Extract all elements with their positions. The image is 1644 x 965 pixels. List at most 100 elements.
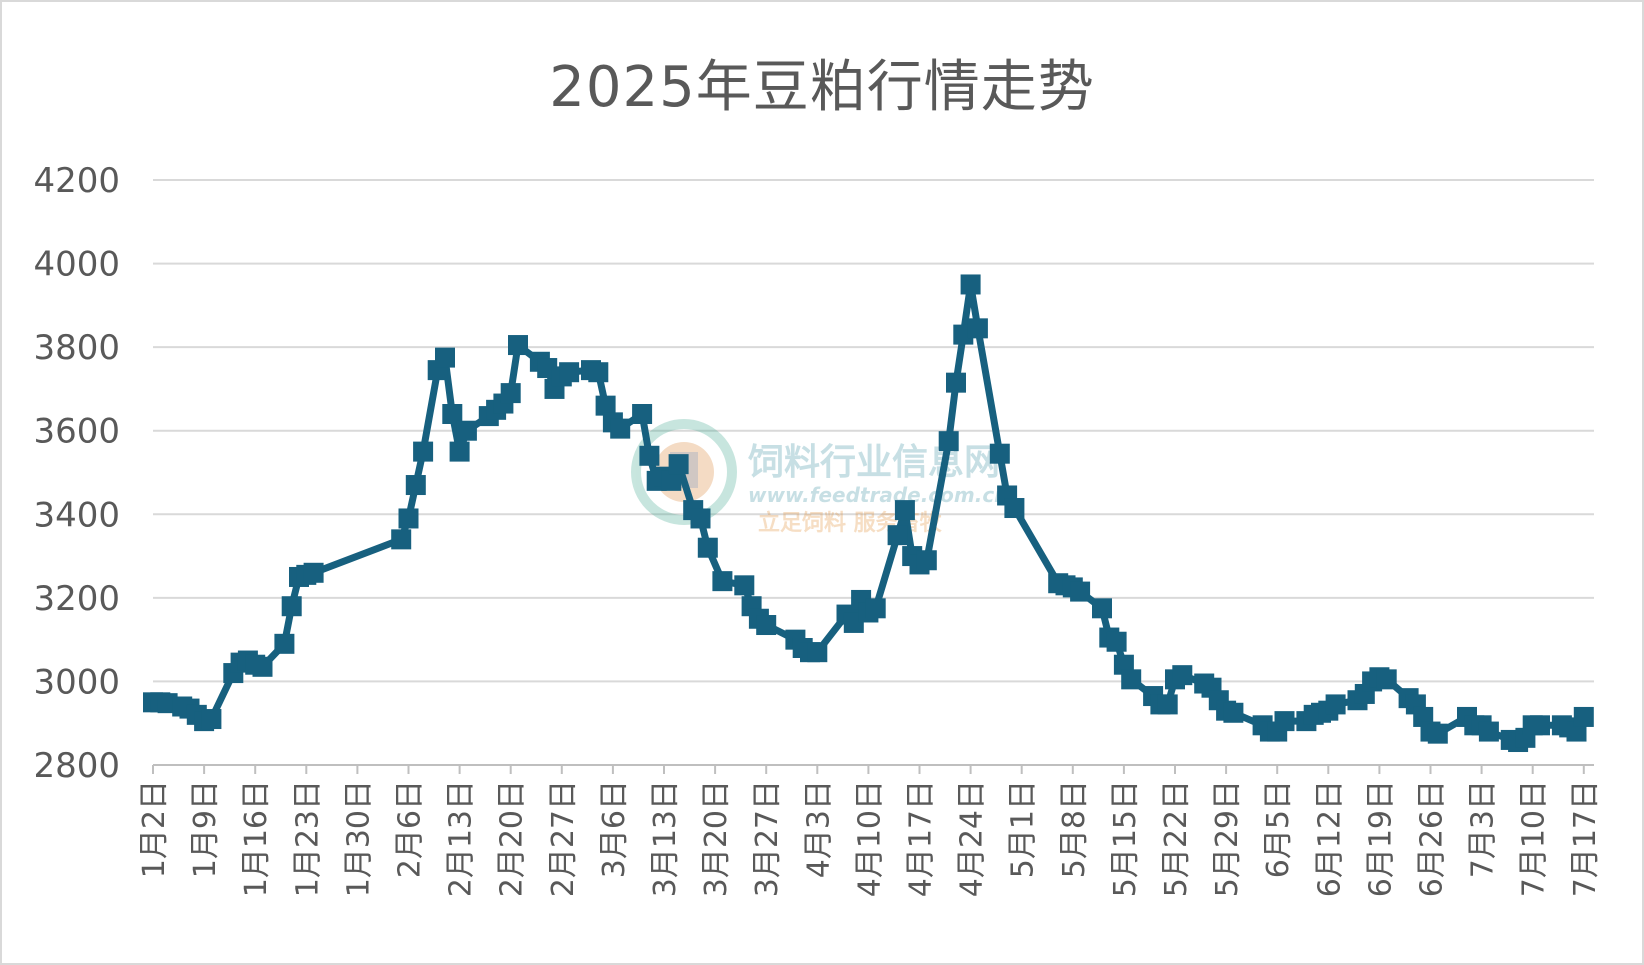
data-point-marker [281, 596, 302, 617]
data-point-marker [938, 431, 959, 452]
data-point-marker [960, 274, 981, 295]
data-point-marker [588, 362, 609, 383]
data-point-marker [405, 475, 426, 496]
data-point-marker [274, 633, 295, 654]
chart-title: 2025年豆粕行情走势 [549, 55, 1095, 120]
data-point-marker [500, 383, 521, 404]
data-point-marker [807, 642, 828, 663]
data-point-marker [391, 529, 412, 550]
data-point-marker [442, 404, 463, 424]
data-point-marker [252, 656, 273, 677]
data-point-marker [668, 454, 689, 475]
data-point-marker [1121, 669, 1142, 690]
x-tick-label: 4月24日 [955, 780, 990, 897]
x-tick-label: 6月12日 [1312, 780, 1347, 897]
data-point-marker [1004, 498, 1025, 519]
data-point-marker [1478, 721, 1499, 742]
data-point-marker [1274, 711, 1295, 732]
data-point-marker [712, 571, 733, 592]
data-point-marker [610, 418, 631, 439]
data-point-marker [734, 575, 755, 596]
data-point-marker [303, 562, 324, 583]
x-tick-label: 3月6日 [597, 780, 632, 878]
watermark-url: www.feedtrade.com.cn [748, 483, 1008, 507]
data-point-marker [1172, 665, 1193, 686]
data-point-marker [1427, 723, 1448, 744]
x-tick-label: 5月8日 [1057, 780, 1092, 878]
y-axis-tick-labels: 2800 3000 3200 3400 3600 3800 4000 4200 [33, 161, 120, 786]
data-point-marker [967, 318, 988, 339]
data-point-marker [865, 598, 886, 619]
x-tick-label: 7月3日 [1466, 780, 1501, 878]
y-tick-label: 4200 [33, 161, 120, 201]
data-point-marker [1157, 694, 1178, 715]
x-tick-label: 5月15日 [1108, 780, 1143, 897]
data-point-marker [946, 372, 966, 393]
x-tick-label: 1月23日 [290, 780, 325, 897]
data-point-marker [697, 537, 718, 558]
x-tick-label: 5月29日 [1210, 780, 1245, 897]
x-tick-label: 5月22日 [1159, 780, 1194, 897]
x-tick-label: 3月13日 [648, 780, 683, 897]
data-point-marker [756, 615, 777, 636]
data-point-marker [1106, 631, 1127, 652]
x-tick-label: 1月2日 [137, 780, 172, 878]
watermark-name: 饲料行业信息网 [748, 442, 1000, 483]
data-point-marker [1325, 694, 1346, 715]
x-tick-label: 1月16日 [239, 780, 274, 897]
x-axis: 1月2日 1月9日 1月16日 1月23日 1月30日 2月6日 2月13日 2月20日 2月2… [137, 764, 1603, 897]
x-tick-label: 4月10日 [852, 780, 887, 897]
data-point-marker [632, 404, 653, 424]
data-point-marker [449, 441, 470, 462]
x-tick-label: 4月3日 [801, 780, 836, 878]
data-point-marker [989, 443, 1010, 464]
data-point-marker [508, 335, 528, 356]
x-tick-label: 3月27日 [750, 780, 785, 897]
data-point-marker [398, 508, 419, 529]
data-point-marker [435, 347, 455, 368]
x-tick-label: 2月20日 [495, 780, 530, 897]
data-point-marker [413, 441, 434, 462]
data-point-marker [894, 500, 915, 521]
data-point-marker [916, 550, 937, 571]
x-tick-label: 5月1日 [1006, 780, 1041, 878]
watermark-slogan: 立足饲料 服务畜牧 [758, 510, 943, 536]
y-tick-label: 3800 [33, 328, 120, 368]
data-point-marker [661, 470, 682, 491]
y-tick-label: 3000 [33, 662, 120, 702]
x-tick-label: 6月19日 [1363, 780, 1398, 897]
x-tick-label: 7月17日 [1568, 780, 1603, 897]
gridlines [153, 179, 1594, 683]
data-point-marker [887, 525, 908, 546]
y-tick-label: 3400 [33, 495, 120, 535]
x-tick-label: 6月5日 [1261, 780, 1296, 878]
x-tick-label: 1月30日 [341, 780, 376, 897]
x-tick-label: 1月9日 [188, 780, 223, 878]
data-point-marker [690, 508, 711, 529]
x-tick-label: 4月17日 [904, 780, 939, 897]
data-point-marker [559, 362, 580, 383]
data-point-marker [1573, 706, 1594, 727]
x-tick-label: 3月20日 [699, 780, 734, 897]
data-point-marker [456, 420, 477, 441]
data-point-marker [1070, 581, 1091, 602]
x-tick-label: 2月13日 [444, 780, 479, 897]
x-tick-label: 2月27日 [546, 780, 581, 897]
y-tick-label: 3600 [33, 412, 120, 452]
x-tick-label: 6月26日 [1415, 780, 1450, 897]
data-point-marker [595, 395, 616, 416]
data-point-marker [1530, 715, 1550, 736]
y-tick-label: 3200 [33, 579, 120, 619]
data-point-marker [1223, 702, 1244, 723]
x-tick-label: 2月6日 [393, 780, 428, 878]
data-point-marker [1092, 598, 1112, 619]
series-soybean-meal [143, 274, 1594, 753]
data-point-marker [1376, 669, 1397, 690]
data-point-marker [201, 709, 222, 730]
x-tick-label: 7月10日 [1517, 780, 1552, 897]
y-tick-label: 2800 [33, 746, 120, 786]
y-tick-label: 4000 [33, 245, 120, 285]
data-point-marker [639, 445, 660, 466]
